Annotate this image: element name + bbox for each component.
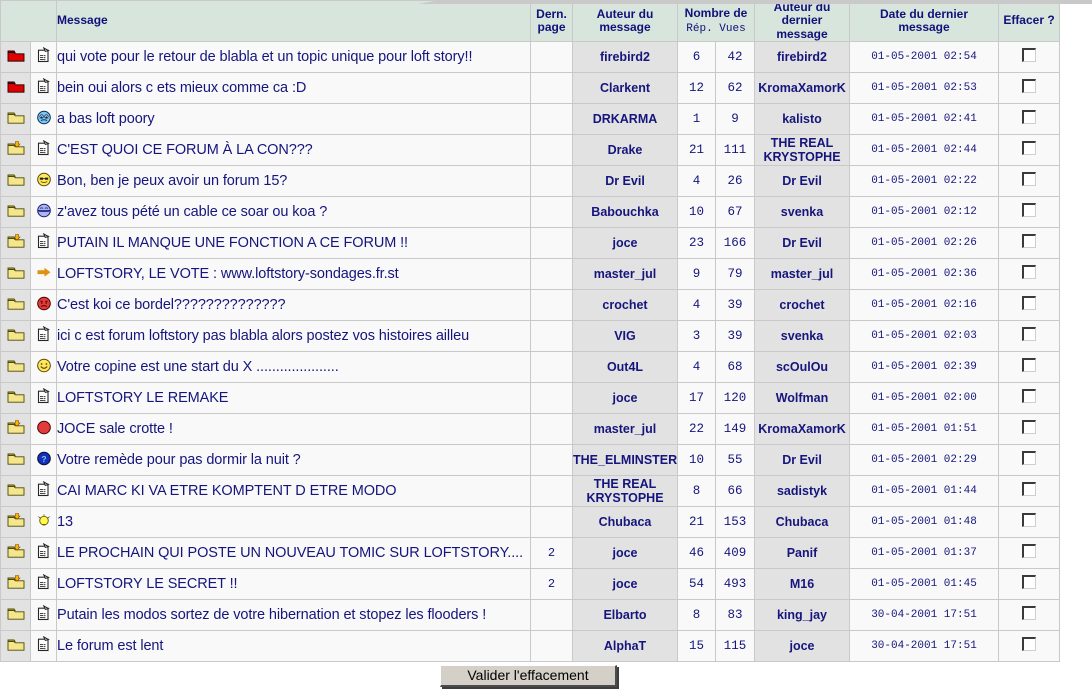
svg-text:?: ? bbox=[41, 454, 46, 464]
